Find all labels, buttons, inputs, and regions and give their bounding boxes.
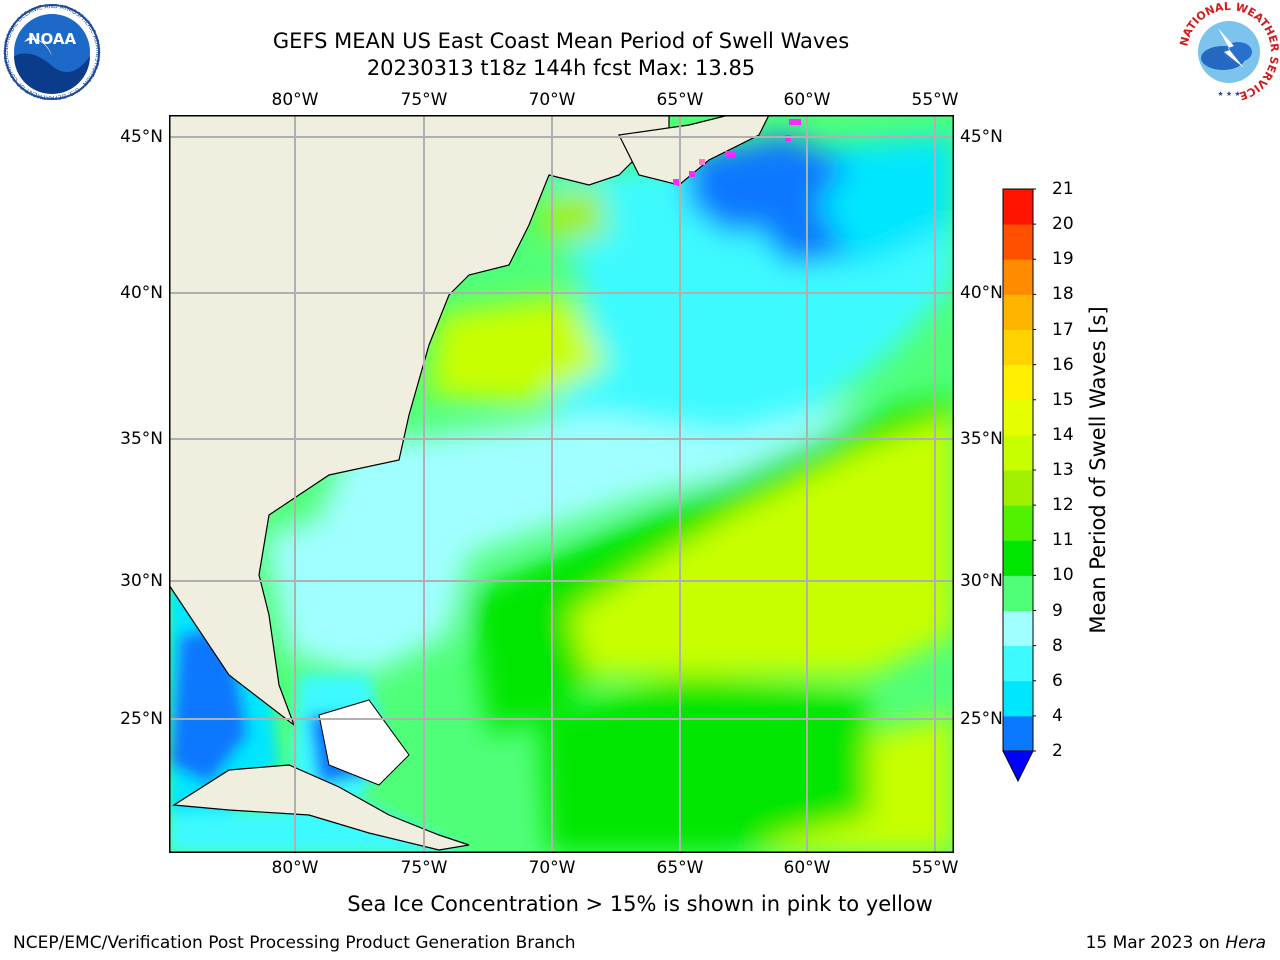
nova-scotia-land xyxy=(618,115,770,186)
map-frame xyxy=(169,115,954,853)
lon-label-top: 60°W xyxy=(783,90,831,110)
nws-logo: NATIONAL WEATHER SERVICE ★ ★ ★ xyxy=(1178,2,1280,102)
colorbar-segment xyxy=(1003,645,1033,682)
lat-label-right: 30°N xyxy=(960,571,1003,591)
lon-label-top: 65°W xyxy=(656,90,704,110)
colorbar-tick-label: 15 xyxy=(1052,389,1074,410)
footer-date: 15 Mar 2023 on Hera xyxy=(1086,933,1266,953)
lon-label-bottom: 65°W xyxy=(656,858,704,878)
footer-host: Hera xyxy=(1225,933,1266,953)
colorbar-segment xyxy=(1003,329,1033,366)
colorbar-tick-label: 18 xyxy=(1052,284,1074,305)
colorbar-tick-label: 10 xyxy=(1052,565,1074,586)
lat-label-right: 40°N xyxy=(960,283,1003,303)
footer-credit: NCEP/EMC/Verification Post Processing Pr… xyxy=(13,933,576,953)
colorbar-segment xyxy=(1003,610,1033,647)
colorbar-tick-label: 21 xyxy=(1052,179,1074,199)
swell-field xyxy=(169,115,954,853)
colorbar-tick-label: 4 xyxy=(1052,705,1063,726)
colorbar-tick-label: 9 xyxy=(1052,600,1063,621)
chart-subtitle: 20230313 t18z 144h fcst Max: 13.85 xyxy=(366,56,756,80)
lat-label-left: 40°N xyxy=(120,283,163,303)
lat-label-right: 25°N xyxy=(960,709,1003,729)
colorbar-segment xyxy=(1003,399,1033,436)
colorbar-tick-label: 17 xyxy=(1052,319,1074,340)
graticule xyxy=(169,115,954,853)
colorbar-tick-label: 20 xyxy=(1052,214,1074,235)
colorbar xyxy=(1002,188,1036,783)
lat-label-left: 35°N xyxy=(120,429,163,449)
svg-text:★ ★ ★: ★ ★ ★ xyxy=(1217,90,1240,98)
colorbar-segment xyxy=(1003,575,1033,611)
colorbar-segment xyxy=(1003,540,1033,576)
colorbar-tick-label: 6 xyxy=(1052,670,1063,691)
colorbar-segment xyxy=(1003,434,1033,471)
colorbar-segment xyxy=(1003,505,1033,541)
lon-label-top: 55°W xyxy=(911,90,959,110)
footer-date-text: 15 Mar 2023 on xyxy=(1085,933,1220,953)
colorbar-tick-label: 16 xyxy=(1052,354,1074,375)
colorbar-tick-label: 2 xyxy=(1052,741,1063,761)
colorbar-tick-label: 11 xyxy=(1052,530,1074,551)
lon-label-top: 80°W xyxy=(271,90,319,110)
colorbar-segment xyxy=(1003,294,1033,330)
colorbar-tick-label: 8 xyxy=(1052,635,1063,656)
lat-label-left: 25°N xyxy=(120,709,163,729)
lat-label-left: 30°N xyxy=(120,571,163,591)
colorbar-title: Mean Period of Swell Waves [s] xyxy=(1086,306,1110,634)
colorbar-segment xyxy=(1003,189,1033,225)
noaa-wordmark: NOAA xyxy=(28,30,77,48)
colorbar-segment xyxy=(1003,470,1033,506)
sea-ice-note: Sea Ice Concentration > 15% is shown in … xyxy=(347,892,933,916)
lat-label-left: 45°N xyxy=(120,127,163,147)
lon-label-bottom: 55°W xyxy=(911,858,959,878)
colorbar-tick-label: 14 xyxy=(1052,424,1074,445)
lon-label-top: 75°W xyxy=(400,90,448,110)
lon-label-bottom: 70°W xyxy=(528,858,576,878)
lon-label-bottom: 75°W xyxy=(400,858,448,878)
lon-label-top: 70°W xyxy=(528,90,576,110)
chart-title: GEFS MEAN US East Coast Mean Period of S… xyxy=(272,29,850,53)
colorbar-segment xyxy=(1003,364,1033,401)
colorbar-tick-label: 13 xyxy=(1052,460,1074,480)
lon-label-bottom: 60°W xyxy=(783,858,831,878)
colorbar-segment xyxy=(1003,224,1033,260)
swell-period-map xyxy=(169,115,954,853)
colorbar-segment xyxy=(1003,680,1033,717)
colorbar-tick-label: 19 xyxy=(1052,249,1074,270)
colorbar-under-extension xyxy=(1002,750,1034,783)
colorbar-segment xyxy=(1003,715,1033,752)
colorbar-tick-label: 12 xyxy=(1052,495,1074,516)
lat-label-right: 45°N xyxy=(960,127,1003,147)
lon-label-bottom: 80°W xyxy=(271,858,319,878)
colorbar-segment xyxy=(1003,259,1033,295)
lat-label-right: 35°N xyxy=(960,429,1003,449)
bahamas-shoal xyxy=(318,699,410,786)
noaa-logo: NATIONAL OCEANIC AND ATMOSPHERIC ADMINIS… xyxy=(2,4,101,100)
